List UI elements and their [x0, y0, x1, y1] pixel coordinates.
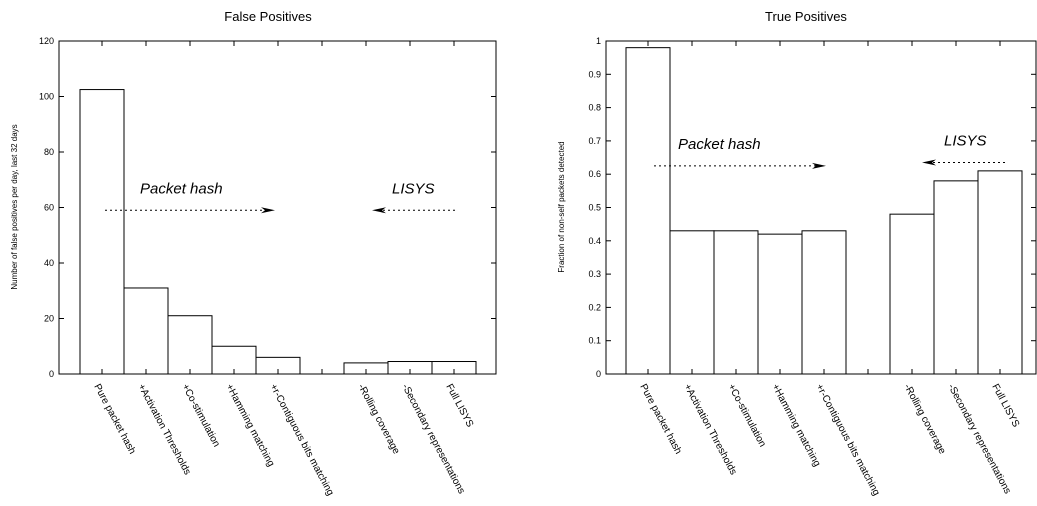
category-label-hamming-matching: +Hamming matching	[223, 382, 276, 468]
y-tick-label: 0.3	[588, 269, 601, 279]
bar-hamming-matching	[757, 233, 803, 375]
category-label-full-lisys: Full LISYS	[989, 382, 1021, 429]
y-tick-label: 0.4	[588, 236, 601, 246]
category-label-pure-packet-hash: Pure packet hash	[637, 382, 683, 456]
y-tick-label: 0	[49, 369, 54, 379]
y-tick-label: 0.6	[588, 169, 601, 179]
category-label-co-stimulation: +Co-stimulation	[179, 382, 221, 449]
bars	[625, 47, 1023, 375]
bar-pure-packet-hash	[79, 89, 125, 375]
category-label-pure-packet-hash: Pure packet hash	[91, 382, 137, 456]
chart-title: False Positives	[224, 9, 312, 24]
true-positives-chart: True Positives Fraction of non-self pack…	[557, 9, 1037, 498]
y-tick-label: 80	[44, 147, 54, 157]
y-tick-label: 0.9	[588, 69, 601, 79]
y-tick-label: 20	[44, 314, 54, 324]
bar-co-stimulation	[167, 315, 213, 375]
bar-activation-thresholds	[123, 287, 169, 375]
y-tick-label: 0.2	[588, 302, 601, 312]
y-ticks: 0 20 40 60 80 100 120	[39, 36, 496, 379]
y-tick-label: 0	[596, 369, 601, 379]
annotations: Packet hash LISYS	[654, 133, 1005, 169]
chart-title: True Positives	[765, 9, 847, 24]
y-axis-label: Number of false positives per day, last …	[10, 124, 19, 289]
y-tick-label: 120	[39, 36, 54, 46]
annotation-arrow-head	[372, 207, 386, 214]
category-label-r-contiguous-bits-matching: +r-Contiguous bits matching	[813, 382, 881, 497]
bar-pure-packet-hash	[625, 47, 671, 375]
annotation-arrow-head	[261, 207, 275, 214]
category-labels: Pure packet hash+Activation Thresholds+C…	[91, 382, 475, 497]
category-label-co-stimulation: +Co-stimulation	[725, 382, 767, 449]
annotation-arrow-head	[812, 162, 826, 169]
bar-co-stimulation	[713, 230, 759, 375]
y-axis-label: Fraction of non-self packets detected	[557, 141, 566, 272]
y-tick-label: 0.1	[588, 336, 601, 346]
category-label-hamming-matching: +Hamming matching	[769, 382, 822, 468]
y-tick-label: 40	[44, 258, 54, 268]
bar-activation-thresholds	[669, 230, 715, 375]
bar-rolling-coverage	[889, 213, 935, 375]
annotation-arrow-head	[922, 159, 936, 166]
y-tick-label: 0.8	[588, 103, 601, 113]
y-ticks: 0 0.1 0.2 0.3 0.4 0.5 0.6 0.7 0.8 0.9 1	[588, 36, 1036, 379]
y-tick-label: 0.7	[588, 136, 601, 146]
bar-r-contiguous-bits-matching	[801, 230, 847, 375]
category-labels: Pure packet hash+Activation Thresholds+C…	[637, 382, 1021, 497]
annotation-lisys: LISYS	[392, 180, 435, 197]
category-label-activation-thresholds: +Activation Thresholds	[681, 382, 738, 477]
annotation-lisys: LISYS	[944, 133, 987, 150]
y-tick-label: 0.5	[588, 203, 601, 213]
annotations: Packet hash LISYS	[105, 180, 455, 214]
bars	[79, 89, 477, 375]
category-label-r-contiguous-bits-matching: +r-Contiguous bits matching	[267, 382, 335, 497]
bar-secondary-representations	[933, 180, 979, 375]
bar-full-lisys	[977, 170, 1023, 375]
y-tick-label: 1	[596, 36, 601, 46]
category-label-rolling-coverage: -Rolling coverage	[901, 382, 947, 456]
category-label-full-lisys: Full LISYS	[443, 382, 475, 429]
category-label-rolling-coverage: -Rolling coverage	[355, 382, 401, 456]
false-positives-chart: False Positives Number of false positive…	[10, 9, 497, 498]
annotation-packet-hash: Packet hash	[140, 180, 223, 197]
y-tick-label: 60	[44, 203, 54, 213]
y-tick-label: 100	[39, 92, 54, 102]
category-label-activation-thresholds: +Activation Thresholds	[135, 382, 192, 477]
annotation-packet-hash: Packet hash	[678, 136, 761, 153]
